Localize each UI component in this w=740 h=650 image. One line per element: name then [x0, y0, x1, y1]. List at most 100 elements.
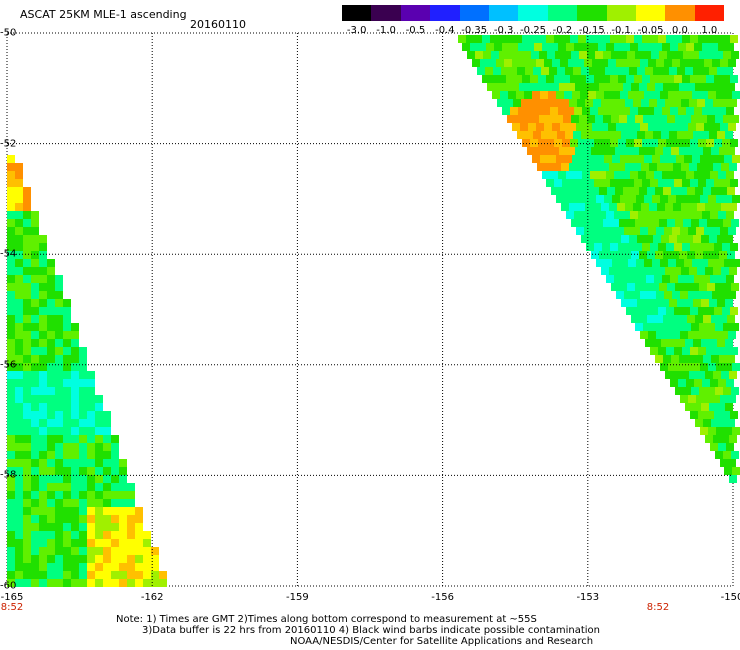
swath-cell	[87, 443, 95, 451]
swath-cell	[586, 75, 594, 83]
swath-cell	[87, 483, 95, 491]
swath-cell	[111, 459, 119, 467]
swath-cell	[662, 211, 670, 219]
swath-cell	[662, 275, 670, 283]
swath-cell	[721, 99, 729, 107]
swath-cell	[47, 395, 55, 403]
swath-cell	[634, 139, 642, 147]
swath-cell	[23, 579, 31, 587]
swath-cell	[647, 187, 655, 195]
swath-cell	[658, 307, 666, 315]
swath-cell	[539, 51, 547, 59]
swath-cell	[487, 83, 495, 91]
swath-cell	[31, 491, 39, 499]
swath-cell	[7, 419, 15, 427]
swath-cell	[674, 75, 682, 83]
swath-cell	[95, 427, 103, 435]
swath-cell	[564, 91, 572, 99]
swath-cell	[582, 43, 590, 51]
swath-cell	[7, 403, 15, 411]
swath-cell	[614, 275, 622, 283]
swath-cell	[684, 259, 692, 267]
swath-cell	[693, 339, 701, 347]
swath-cell	[694, 171, 702, 179]
swath-cell	[732, 195, 740, 203]
swath-cell	[637, 235, 645, 243]
swath-cell	[638, 43, 646, 51]
swath-cell	[699, 219, 707, 227]
swath-cell	[716, 91, 724, 99]
swath-cell	[31, 243, 39, 251]
swath-cell	[493, 67, 501, 75]
swath-cell	[711, 251, 719, 259]
swath-cell	[47, 419, 55, 427]
swath-cell	[715, 115, 723, 123]
swath-cell	[627, 51, 635, 59]
swath-cell	[723, 51, 731, 59]
swath-cell	[682, 243, 690, 251]
swath-cell	[638, 211, 646, 219]
swath-cell	[31, 475, 39, 483]
swath-cell	[703, 419, 711, 427]
swath-cell	[594, 75, 602, 83]
swath-cell	[95, 483, 103, 491]
swath-cell	[714, 347, 722, 355]
swath-cell	[15, 459, 23, 467]
swath-cell	[143, 555, 151, 563]
swath-cell	[15, 363, 23, 371]
swath-cell	[649, 203, 657, 211]
swath-cell	[135, 579, 143, 587]
swath-cell	[7, 251, 15, 259]
swath-cell	[703, 83, 711, 91]
swath-cell	[632, 59, 640, 67]
swath-cell	[535, 83, 543, 91]
swath-cell	[713, 203, 721, 211]
swath-cell	[640, 331, 648, 339]
swath-cell	[607, 147, 615, 155]
swath-cell	[610, 35, 618, 43]
swath-cell	[135, 547, 143, 555]
swath-cell	[7, 531, 15, 539]
latitude-label: -52	[0, 138, 17, 150]
swath-cell	[518, 43, 526, 51]
swath-cell	[599, 83, 607, 91]
swath-cell	[15, 531, 23, 539]
swath-cell	[7, 243, 15, 251]
swath-cell	[722, 243, 730, 251]
swath-cell	[79, 483, 87, 491]
swath-cell	[31, 419, 39, 427]
swath-cell	[729, 163, 737, 171]
swath-cell	[7, 539, 15, 547]
swath-cell	[95, 435, 103, 443]
swath-cell	[700, 91, 708, 99]
swath-cell	[639, 251, 647, 259]
swath-cell	[575, 83, 583, 91]
swath-cell	[103, 523, 111, 531]
swath-cell	[697, 267, 705, 275]
swath-cell	[689, 163, 697, 171]
swath-cell	[572, 91, 580, 99]
swath-cell	[95, 523, 103, 531]
swath-cell	[485, 67, 493, 75]
swath-cell	[47, 347, 55, 355]
swath-cell	[592, 59, 600, 67]
swath-cell	[655, 83, 663, 91]
swath-cell	[679, 251, 687, 259]
swath-cell	[664, 59, 672, 67]
swath-cell	[39, 563, 47, 571]
swath-cell	[709, 299, 717, 307]
swath-cell	[7, 411, 15, 419]
swath-cell	[647, 83, 655, 91]
swath-cell	[55, 355, 63, 363]
swath-cell	[95, 555, 103, 563]
swath-cell	[661, 67, 669, 75]
swath-cell	[55, 547, 63, 555]
swath-cell	[31, 411, 39, 419]
swath-cell	[644, 155, 652, 163]
swath-cell	[683, 323, 691, 331]
swath-cell	[633, 163, 641, 171]
swath-cell	[513, 99, 521, 107]
swath-cell	[714, 75, 722, 83]
swath-cell	[31, 299, 39, 307]
swath-cell	[532, 155, 540, 163]
